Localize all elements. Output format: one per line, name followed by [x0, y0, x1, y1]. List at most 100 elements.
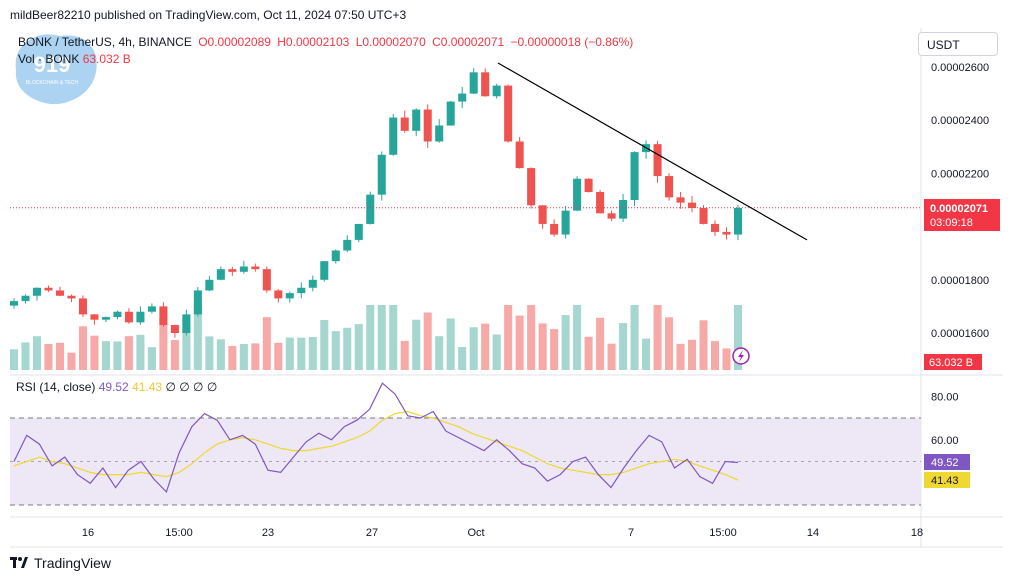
volume-bar [653, 305, 662, 370]
volume-bar [710, 341, 720, 370]
candle-body [492, 85, 501, 97]
volume-bar [688, 339, 697, 370]
candle-body [733, 207, 743, 235]
watermark-text: 919 [34, 52, 71, 77]
price-tick: 0.00002200 [931, 168, 989, 180]
volume-bar [699, 320, 708, 370]
watermark-subtext: BLOCKCHAIN & TECH [26, 80, 79, 86]
volume-bar [458, 347, 467, 370]
volume-bar [44, 343, 53, 370]
volume-bar [90, 335, 99, 370]
volume-bar [642, 338, 651, 370]
symbol-label[interactable]: BONK / TetherUS, 4h, BINANCE [18, 35, 192, 49]
rsi-tick: 80.00 [931, 391, 959, 403]
volume-bar [412, 319, 421, 370]
candle-body [113, 311, 122, 318]
low-value: L0.00002070 [355, 35, 426, 49]
time-tick: 15:00 [165, 527, 193, 539]
volume-bar [538, 323, 547, 370]
volume-bar [170, 340, 179, 370]
candle-body [458, 93, 467, 102]
candle-body [170, 325, 179, 333]
rsi-title: RSI (14, close) [16, 380, 96, 394]
candle-body [366, 194, 375, 224]
currency-button[interactable]: USDT [918, 32, 998, 56]
volume-bars [9, 305, 743, 370]
candle-body [550, 223, 559, 235]
rsi-legend: RSI (14, close) 49.52 41.43 ∅ ∅ ∅ ∅ [16, 380, 217, 394]
candle-body [607, 213, 616, 219]
volume-bar [377, 305, 386, 370]
time-tick: 7 [628, 527, 634, 539]
candle-body [699, 207, 708, 224]
candle-body [435, 125, 444, 142]
candle-body [182, 314, 191, 333]
candle-body [354, 223, 363, 240]
volume-bar [297, 337, 306, 370]
candle-body [469, 72, 478, 94]
volume-legend-value: 63.032 B [82, 52, 131, 66]
candles [9, 68, 743, 338]
volume-bar [492, 334, 501, 370]
candle-body [239, 266, 248, 272]
volume-bar [515, 315, 524, 370]
volume-bar [435, 336, 444, 370]
volume-bar [561, 315, 570, 370]
candle-body [676, 197, 685, 203]
candle-body [619, 200, 628, 219]
last-price-label: 0.00002071 [930, 203, 988, 215]
footer-brand[interactable]: TradingView [10, 555, 111, 571]
candle-body [44, 287, 53, 291]
volume-bar [193, 305, 202, 370]
candle-body [538, 205, 547, 224]
time-tick: 23 [262, 527, 274, 539]
volume-bar [722, 348, 731, 370]
candle-body [596, 192, 605, 214]
time-axis: 16 15:00 23 27 Oct 7 15:00 14 18 [82, 527, 923, 539]
candle-body [9, 301, 19, 306]
volume-label: 63.032 B [929, 357, 973, 369]
volume-bar [354, 324, 363, 370]
candle-body [331, 250, 340, 262]
candle-body [21, 295, 30, 302]
volume-bar [251, 343, 260, 370]
price-axis: 0.00002600 0.00002400 0.00002200 0.00001800… [931, 62, 989, 340]
ohlc-legend: BONK / TetherUS, 4h, BINANCE O0.00002089… [18, 35, 636, 49]
time-tick: Oct [467, 527, 484, 539]
volume-bar [113, 341, 122, 370]
volume-bar [159, 318, 168, 370]
volume-bar [216, 339, 225, 370]
rsi-extra: ∅ ∅ ∅ ∅ [165, 380, 218, 394]
footer-brand-label: TradingView [34, 555, 112, 571]
volume-bar [619, 323, 628, 370]
volume-bar [733, 305, 743, 370]
volume-bar [147, 347, 156, 370]
rsi-ma-value: 41.43 [132, 380, 163, 394]
volume-bar [504, 305, 513, 370]
tradingview-logo-icon [10, 557, 28, 568]
volume-bar [446, 318, 455, 370]
candle-body [515, 141, 524, 169]
volume-bar [584, 336, 593, 370]
volume-bar [136, 334, 145, 370]
rsi-ma-line [13, 410, 739, 481]
candle-body [343, 239, 352, 251]
volume-bar [308, 336, 317, 370]
candle-body [228, 269, 237, 272]
rsi-lines [13, 382, 739, 494]
candle-body [665, 176, 674, 198]
candle-body [688, 202, 697, 208]
candle-body [504, 85, 513, 142]
volume-bar [423, 312, 432, 370]
candle-body [205, 279, 214, 291]
candle-body [653, 144, 662, 177]
volume-bar [285, 337, 294, 370]
candle-body [159, 306, 168, 326]
candle-body [561, 210, 570, 235]
volume-bar [366, 305, 375, 370]
lightning-icon [732, 347, 750, 365]
candle-body [389, 117, 398, 155]
candle-body [55, 290, 64, 296]
volume-bar [32, 336, 42, 370]
